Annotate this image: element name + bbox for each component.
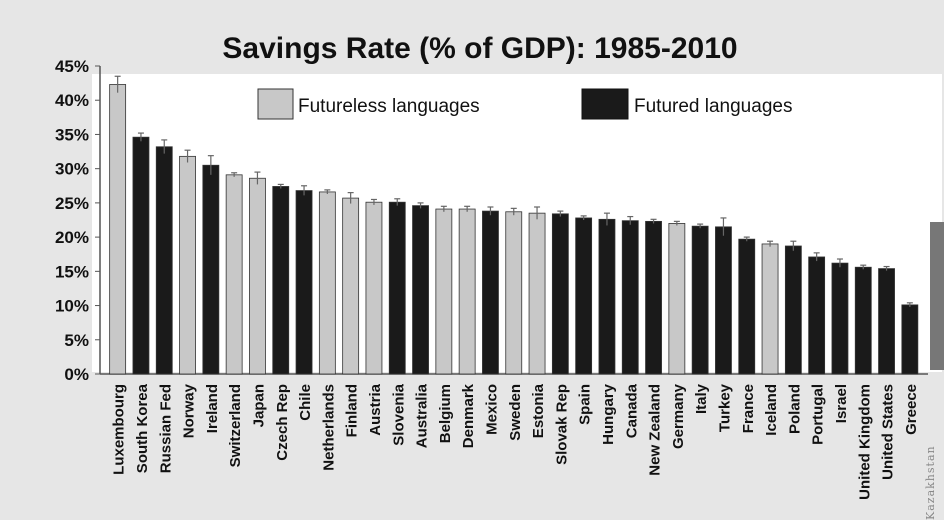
- bars-group: [109, 75, 919, 375]
- x-tick-label: Slovenia: [390, 383, 407, 445]
- bar: [482, 210, 499, 375]
- bar: [272, 186, 290, 375]
- y-tick-label: 35%: [55, 125, 89, 144]
- bar: [854, 266, 872, 375]
- x-tick-label: Japan: [250, 384, 267, 427]
- x-tick-label: Australia: [414, 383, 431, 448]
- x-tick-label: Greece: [903, 384, 920, 435]
- bar: [691, 225, 709, 375]
- bar: [225, 174, 243, 375]
- bar: [901, 304, 919, 375]
- x-tick-label: France: [740, 384, 757, 433]
- y-tick-label: 45%: [55, 57, 89, 76]
- x-tick-label: Iceland: [763, 384, 780, 436]
- bar: [412, 205, 429, 375]
- x-tick-label: Portugal: [810, 384, 827, 445]
- x-tick-label: Canada: [623, 383, 640, 438]
- x-tick-label: South Korea: [134, 383, 151, 473]
- x-tick-label: Chile: [297, 384, 314, 421]
- x-tick-label: Sweden: [507, 384, 524, 441]
- bar: [668, 223, 686, 375]
- x-tick-label: Israel: [833, 384, 850, 423]
- x-tick-label: Luxembourg: [111, 384, 128, 475]
- bar: [435, 208, 453, 375]
- x-tick-label: Norway: [181, 383, 198, 438]
- bar: [738, 238, 756, 375]
- x-tick-label: Belgium: [437, 384, 454, 443]
- bar: [249, 177, 266, 375]
- bar: [621, 220, 639, 375]
- y-tick-label: 30%: [55, 160, 89, 179]
- x-tick-label: Hungary: [600, 383, 617, 445]
- bar: [202, 164, 220, 375]
- x-tick-label: New Zealand: [647, 384, 664, 476]
- x-tick-label: Denmark: [460, 383, 477, 448]
- bar: [831, 262, 849, 375]
- x-tick-label: Netherlands: [320, 384, 337, 471]
- x-tick-label: Mexico: [483, 384, 500, 435]
- x-tick-label: United States: [880, 384, 897, 480]
- legend-swatch-futured: [581, 88, 629, 120]
- y-tick-label: 0%: [64, 365, 89, 384]
- x-tick-label: Turkey: [716, 383, 733, 432]
- bar: [645, 220, 662, 375]
- x-tick-label: Italy: [693, 383, 710, 414]
- x-tick-label: Ireland: [204, 384, 221, 433]
- bar: [784, 245, 802, 375]
- x-tick-label: United Kingdom: [856, 384, 873, 500]
- bar: [761, 243, 779, 375]
- legend-label-futured: Futured languages: [634, 96, 792, 117]
- bar: [505, 211, 523, 375]
- legend-swatch-futureless: [257, 88, 294, 120]
- bar: [179, 155, 196, 375]
- x-tick-label: Finland: [344, 384, 361, 437]
- legend-label-futureless: Futureless languages: [298, 96, 480, 117]
- bar: [295, 190, 313, 375]
- bar: [808, 256, 826, 375]
- bar: [132, 136, 150, 375]
- side-strip: [930, 222, 944, 370]
- watermark-text: Kazakhstan: [924, 445, 937, 520]
- x-tick-label: Switzerland: [227, 384, 244, 467]
- bar: [598, 218, 616, 375]
- x-tick-label: Spain: [577, 384, 594, 425]
- bar: [458, 208, 476, 375]
- y-tick-label: 25%: [55, 194, 89, 213]
- x-tick-label: Czech Rep: [274, 384, 291, 461]
- y-tick-label: 5%: [64, 331, 89, 350]
- chart-title: Savings Rate (% of GDP): 1985-2010: [222, 32, 737, 65]
- x-tick-label: Russian Fed: [157, 384, 174, 473]
- y-tick-label: 40%: [55, 91, 89, 110]
- bar: [551, 213, 569, 375]
- x-tick-label: Slovak Rep: [553, 384, 570, 465]
- bar: [109, 84, 127, 375]
- bar: [575, 217, 593, 375]
- legend: Futureless languages Futured languages: [257, 88, 792, 120]
- x-tick-label: Germany: [670, 383, 687, 449]
- bar: [715, 226, 732, 375]
- y-tick-label: 20%: [55, 228, 89, 247]
- bar: [365, 201, 383, 375]
- y-tick-label: 15%: [55, 262, 89, 281]
- x-tick-label: Austria: [367, 383, 384, 435]
- bar: [878, 268, 895, 375]
- x-axis-labels: Luxembourg South Korea Russian Fed Norway Ir…: [111, 383, 920, 499]
- bar: [528, 212, 546, 375]
- bar: [318, 191, 336, 375]
- bar: [388, 201, 406, 375]
- bar: [155, 146, 173, 375]
- x-tick-label: Poland: [786, 384, 803, 434]
- y-tick-label: 10%: [55, 297, 89, 316]
- x-tick-label: Estonia: [530, 383, 547, 438]
- bar: [342, 197, 360, 375]
